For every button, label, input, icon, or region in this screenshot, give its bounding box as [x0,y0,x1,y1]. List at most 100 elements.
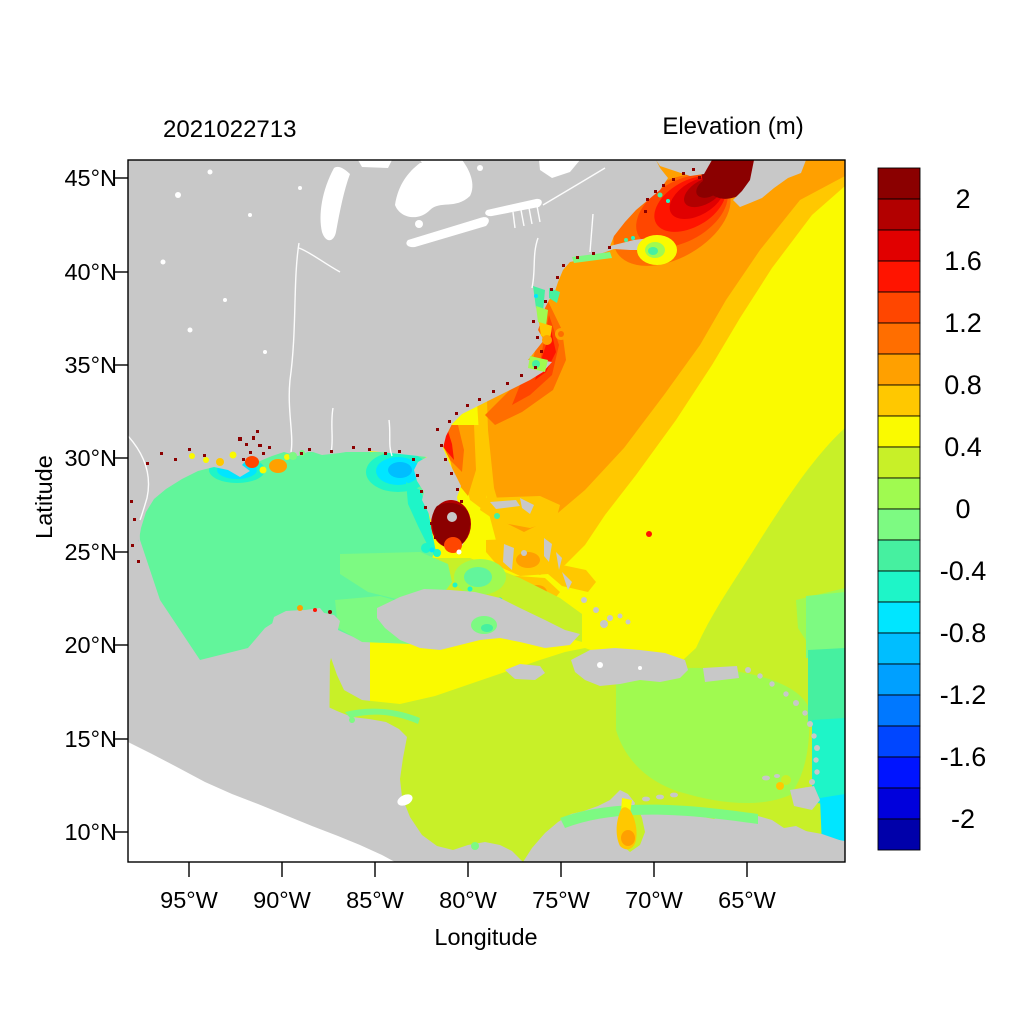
colorbar-segment [877,353,921,386]
florida-okeechobee-surge-blob [431,500,471,555]
x-tick-label: 90°W [253,887,312,913]
y-axis-title: Latitude [31,455,57,539]
colorbar-segment [877,539,921,572]
puerto-rico-land [703,666,739,682]
colorbar-segment [877,818,921,851]
colorbar-label: -2 [951,804,975,834]
long-island-sound [572,252,612,263]
colorbar-label: 1.2 [944,308,982,338]
colorbar-segment [877,787,921,820]
colorbar-segment [877,322,921,355]
x-axis-title: Longitude [434,924,537,950]
x-tick-label: 70°W [625,887,684,913]
new-providence [521,550,527,556]
lake-maracaibo-inlet [616,798,637,850]
colorbar-segment [877,260,921,293]
eleuthera [544,538,552,562]
colorbar-label: -0.4 [940,556,987,586]
lesser-antilles-islands [642,667,820,802]
y-tick-label: 15°N [64,726,117,752]
y-tick-label: 25°N [64,539,117,565]
y-tick-label: 30°N [64,445,117,471]
colorbar-label: 0.4 [944,432,982,462]
hudson-river [589,213,594,253]
susquehanna-river [531,237,539,289]
alabama-river [330,407,334,453]
colorbar-segment [877,725,921,758]
mississippi-river [288,242,300,453]
colorbar-segment [877,167,921,200]
x-axis: 95°W 90°W 85°W 80°W 75°W 70°W 65°W Longi… [160,862,777,950]
colorbar-label: 1.6 [944,246,982,276]
honduras-coast-green-band [345,708,420,724]
nantucket-shoals-rings [637,235,677,265]
colorbar-segment [877,384,921,417]
coastal-features [189,192,791,850]
long-island-bahamas [562,572,572,590]
colorbar [877,167,921,851]
colorbar-label: -1.6 [940,742,987,772]
new-brunswick-land [656,160,712,176]
colorbar-segment [877,415,921,448]
colorbar-segment [877,291,921,324]
orinoco-delta-land [762,830,845,862]
colorbar-segment [877,694,921,727]
x-tick-label: 65°W [718,887,777,913]
lake-st-clair [415,220,423,228]
great-inagua [600,620,608,628]
colorbar-segment [877,570,921,603]
colorbar-title: Elevation (m) [662,113,803,140]
east-edge-green-strip [806,592,845,660]
grand-bahama [490,500,520,509]
andros [503,544,514,570]
colorbar-segment [877,446,921,479]
plot-border [127,159,846,863]
run-timestamp-title: 2021022713 [163,116,296,143]
yucatan-coast-spots [297,605,332,614]
colorbar-segment [877,756,921,789]
colorbar-segment [877,198,921,231]
x-tick-label: 95°W [160,887,219,913]
jamaica-land [505,664,545,680]
colorbar-labels: 2 1.6 1.2 0.8 0.4 0 -0.4 -0.8 -1.2 -1.6 … [940,184,987,834]
gulf-of-paria-spots [776,775,791,790]
chesapeake-bay [533,286,552,345]
delaware-bay [549,288,560,303]
x-tick-label: 75°W [532,887,591,913]
georgian-bay [420,160,460,170]
colorbar-label: -0.8 [940,618,987,648]
colorbar-segment [877,477,921,510]
lake-erie [406,217,489,248]
north-channel [358,160,392,168]
north-central-america-land [128,160,668,862]
y-tick-label: 35°N [64,352,117,378]
y-tick-label: 45°N [64,165,117,191]
colorbar-segment [877,508,921,541]
rivers [128,167,606,521]
y-tick-label: 40°N [64,259,117,285]
map-canvas [128,160,845,862]
x-tick-label: 80°W [439,887,498,913]
colorbar-label: -1.2 [940,680,987,710]
coastal-surge-speckles [130,168,701,563]
lake-ontario [485,198,542,217]
colorbar-label: 0.8 [944,370,982,400]
abaco [520,498,534,514]
colorbar-segment [877,632,921,665]
cat-island [556,552,562,570]
rio-grande [128,435,150,521]
st-lawrence-estuary [539,160,580,178]
y-tick-label: 10°N [64,819,117,845]
colorbar-label: 2 [955,184,970,214]
lake-huron [395,160,473,218]
lake-michigan [320,166,350,241]
y-tick-label: 20°N [64,632,117,658]
apalachicola-river [388,419,393,457]
lake-nicaragua [397,794,413,806]
east-edge-springgreen-strip [808,648,845,728]
isla-juventud [408,608,418,618]
pacific-out-of-domain [128,742,395,862]
x-tick-label: 85°W [346,887,405,913]
colorbar-segment [877,601,921,634]
louisiana-coast-patches [189,450,305,474]
